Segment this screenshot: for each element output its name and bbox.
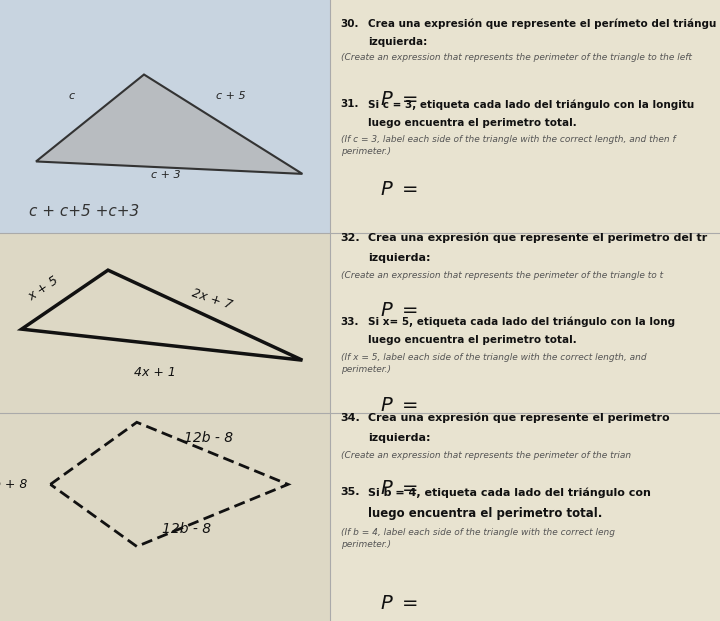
Text: izquierda:: izquierda:: [368, 433, 431, 443]
Text: (Create an expression that represents the perimeter of the triangle to t: (Create an expression that represents th…: [341, 271, 662, 280]
FancyBboxPatch shape: [0, 233, 330, 621]
Text: (If b = 4, label each side of the triangle with the correct leng: (If b = 4, label each side of the triang…: [341, 528, 615, 537]
Text: izquierda:: izquierda:: [368, 253, 431, 263]
Text: c + 5: c + 5: [215, 91, 246, 101]
Text: luego encuentra el perimetro total.: luego encuentra el perimetro total.: [368, 335, 577, 345]
Text: luego encuentra el perimetro total.: luego encuentra el perimetro total.: [368, 507, 603, 520]
Text: (If c = 3, label each side of the triangle with the correct length, and then f: (If c = 3, label each side of the triang…: [341, 135, 675, 144]
Text: c: c: [69, 91, 75, 101]
Text: perimeter.): perimeter.): [341, 147, 390, 156]
Text: luego encuentra el perimetro total.: luego encuentra el perimetro total.: [368, 118, 577, 128]
Polygon shape: [36, 75, 302, 174]
Text: izquierda:: izquierda:: [368, 37, 427, 47]
Text: $P\ =$: $P\ =$: [380, 301, 418, 320]
Text: 4x + 1: 4x + 1: [134, 366, 176, 379]
Text: 31.: 31.: [341, 99, 359, 109]
Text: 34.: 34.: [341, 413, 360, 423]
FancyBboxPatch shape: [0, 0, 330, 233]
Text: Si x= 5, etiqueta cada lado del triángulo con la long: Si x= 5, etiqueta cada lado del triángul…: [368, 317, 675, 327]
Text: (If x = 5, label each side of the triangle with the correct length, and: (If x = 5, label each side of the triang…: [341, 353, 646, 361]
Text: (Create an expression that represents the perimeter of the trian: (Create an expression that represents th…: [341, 451, 631, 460]
Text: $P\ =$: $P\ =$: [380, 594, 418, 614]
Text: perimeter.): perimeter.): [341, 540, 390, 548]
Text: 32.: 32.: [341, 233, 360, 243]
Text: Si c = 3, etiqueta cada lado del triángulo con la longitu: Si c = 3, etiqueta cada lado del triángu…: [368, 99, 694, 110]
Text: $P\ =$: $P\ =$: [380, 479, 418, 499]
Text: $P\ =$: $P\ =$: [380, 180, 418, 199]
Text: 12b - 8: 12b - 8: [162, 522, 211, 536]
Text: c + c+5 +c+3: c + c+5 +c+3: [29, 204, 139, 219]
Text: Crea una expresión que represente el perimetro: Crea una expresión que represente el per…: [368, 413, 670, 424]
Text: perimeter.): perimeter.): [341, 365, 390, 373]
FancyBboxPatch shape: [330, 0, 720, 621]
Text: b + 8: b + 8: [0, 478, 27, 491]
Text: Si b = 4, etiqueta cada lado del triángulo con: Si b = 4, etiqueta cada lado del triángu…: [368, 487, 651, 498]
Text: 2x + 7: 2x + 7: [191, 287, 234, 312]
Text: $P\ =$: $P\ =$: [380, 396, 418, 415]
Text: $P\ =$: $P\ =$: [380, 90, 418, 109]
Text: Crea una expresión que represente el perimetro del tr: Crea una expresión que represente el per…: [368, 233, 707, 243]
Text: c + 3: c + 3: [150, 170, 181, 180]
Text: (Create an expression that represents the perimeter of the triangle to the left: (Create an expression that represents th…: [341, 53, 691, 62]
Text: 30.: 30.: [341, 19, 359, 29]
Text: x + 5: x + 5: [25, 274, 61, 304]
Text: 35.: 35.: [341, 487, 360, 497]
Text: 33.: 33.: [341, 317, 359, 327]
Text: 12b - 8: 12b - 8: [184, 431, 233, 445]
Text: Crea una expresión que represente el perímeto del triángu: Crea una expresión que represente el per…: [368, 19, 716, 29]
